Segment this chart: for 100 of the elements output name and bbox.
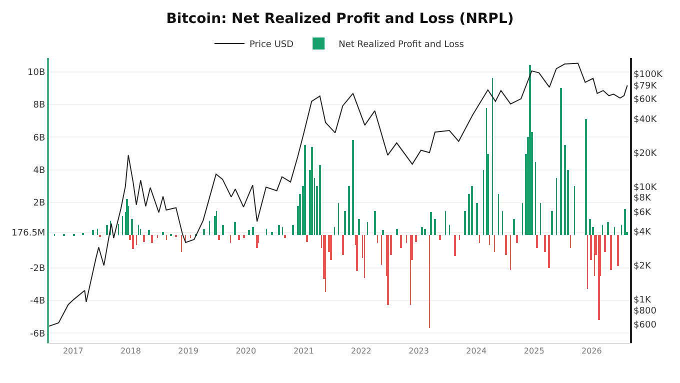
bar [252, 227, 254, 235]
x-tick-label: 2022 [351, 346, 372, 356]
y2-tick-label: $4K [634, 228, 652, 238]
y2-tick-label: $60K [634, 94, 658, 105]
bar [304, 145, 306, 235]
bar [306, 235, 308, 242]
bar [439, 235, 441, 240]
bar [464, 211, 466, 235]
bar [248, 230, 250, 235]
bar [356, 235, 358, 271]
bar [151, 235, 153, 243]
bar [564, 145, 566, 235]
y-tick-label: -6B [30, 329, 46, 340]
bar [292, 225, 294, 235]
bar [424, 229, 426, 235]
y2-tick-label: $800 [634, 306, 657, 317]
bar [396, 229, 398, 235]
bar [415, 235, 417, 242]
bar [430, 212, 432, 235]
x-tick-label: 2020 [236, 346, 256, 356]
bar [434, 219, 436, 235]
bar [348, 186, 350, 235]
legend-label: Price USD [250, 40, 294, 50]
x-tick-label: 2023 [408, 346, 429, 356]
y2-tick-label: $79K [634, 81, 658, 92]
bar [278, 225, 280, 235]
bar [131, 219, 133, 235]
chart-title: Bitcoin: Net Realized Profit and Loss (NRPL) [166, 11, 514, 28]
x-tick-label: 2019 [178, 346, 198, 356]
bar [590, 235, 592, 260]
x-tick-label: 2018 [120, 346, 141, 356]
bar [548, 235, 550, 268]
bar [271, 232, 273, 235]
x-tick-label: 2017 [62, 346, 84, 356]
bar [358, 219, 360, 235]
x-tick-label: 2025 [524, 346, 544, 356]
y2-tick-label: $8K [634, 194, 652, 204]
bar [471, 186, 473, 235]
bar [352, 140, 354, 235]
bar [505, 235, 507, 255]
bar [382, 230, 384, 235]
bar [132, 235, 134, 249]
bar [106, 225, 108, 235]
bar [234, 222, 236, 235]
y-tick-label: 4B [33, 166, 46, 176]
bar [311, 147, 313, 235]
bar [516, 235, 518, 243]
x-tick-label: 2021 [293, 346, 314, 356]
y2-tick-label: $6K [634, 208, 652, 218]
y2-tick-label: $20K [634, 148, 658, 159]
bar [143, 235, 145, 242]
bar [126, 199, 128, 235]
x-tick-label: 2024 [466, 346, 487, 356]
y-tick-label: 8B [33, 100, 46, 111]
bar [536, 235, 538, 248]
y-tick-label: 2B [33, 198, 46, 209]
bar [560, 88, 562, 235]
bar [585, 119, 587, 235]
y-tick-label: 6B [33, 133, 46, 144]
bar [607, 222, 609, 235]
bar [92, 230, 94, 235]
y-tick-label: 176.5M [12, 228, 46, 238]
y2-tick-label: $2K [634, 262, 652, 272]
bar [148, 230, 150, 235]
y2-tick-label: $100K [634, 70, 664, 80]
bar [624, 209, 626, 235]
bar [454, 235, 456, 256]
bar [617, 235, 619, 266]
bar [243, 235, 245, 238]
bar [529, 65, 531, 235]
bar [544, 235, 546, 252]
line-series [49, 62, 628, 327]
bar [598, 235, 600, 320]
legend-label: Net Realized Profit and Loss [338, 40, 464, 50]
bar [218, 235, 220, 240]
y-tick-label: 10B [28, 68, 46, 78]
y-tick-label: -4B [30, 296, 46, 307]
bar [238, 235, 240, 240]
bar [374, 211, 376, 235]
bar [421, 227, 423, 235]
bar [344, 211, 346, 235]
y2-tick-label: $1K [634, 296, 652, 306]
bar [476, 203, 478, 235]
bar [589, 219, 591, 235]
bar [610, 235, 612, 270]
bar [342, 235, 344, 255]
bar [162, 232, 164, 235]
bar [513, 219, 515, 235]
bar [256, 235, 258, 248]
bar [203, 229, 205, 235]
bar [400, 235, 402, 248]
bar [604, 235, 606, 252]
y2-tick-label: $40K [634, 114, 658, 125]
bar [387, 235, 389, 305]
bar [222, 225, 224, 235]
bar [551, 211, 553, 235]
y2-tick-label: $600 [634, 320, 657, 331]
y2-tick-label: $10K [634, 182, 658, 193]
x-tick-label: 2026 [581, 346, 602, 356]
y-tick-label: -2B [30, 264, 46, 274]
